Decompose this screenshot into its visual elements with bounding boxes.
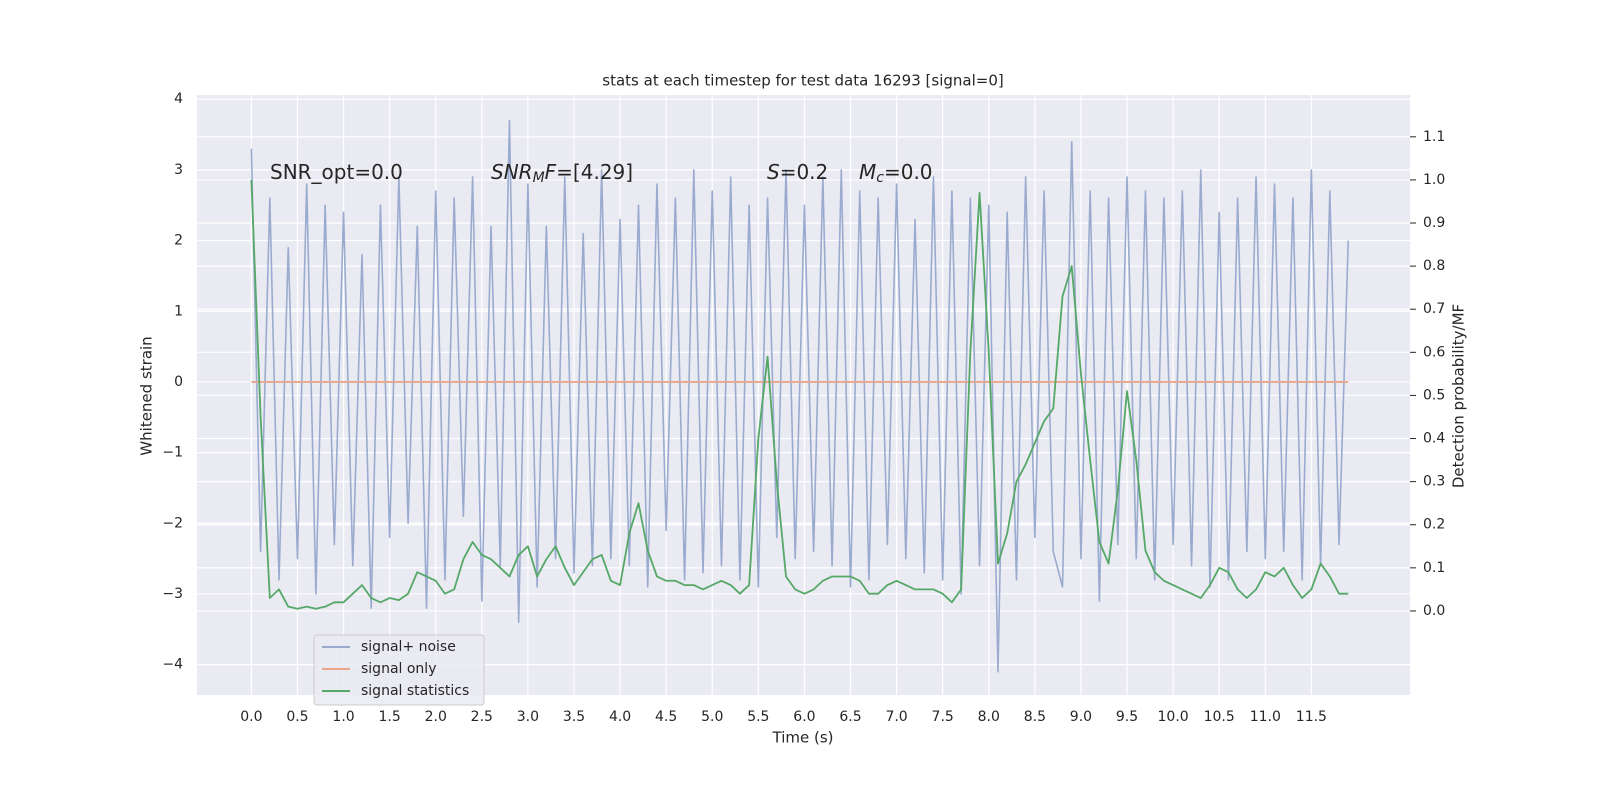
marks <box>250 119 1350 673</box>
annotation-part: =[4.29] <box>556 160 633 184</box>
y-tick-label: −3 <box>162 586 183 602</box>
x-tick-label: 9.5 <box>1116 709 1138 725</box>
x-tick-label: 1.5 <box>379 709 401 725</box>
y2-tick-label: 0.9 <box>1423 215 1445 231</box>
x-tick-label: 6.0 <box>793 709 815 725</box>
x-tick-label: 8.0 <box>978 709 1000 725</box>
x-tick-label: 4.0 <box>609 709 631 725</box>
y-tick-label: 4 <box>174 91 183 107</box>
x-tick-label: 3.0 <box>517 709 539 725</box>
annotation: Mc=0.0 <box>859 160 933 187</box>
annotation-part: =0.2 <box>780 160 829 184</box>
annotation-part: S <box>767 160 780 184</box>
annotation-part: c <box>876 170 884 186</box>
y-tick-label: 3 <box>174 162 183 178</box>
annotation-part: =0.0 <box>884 160 933 184</box>
annotation-part: M <box>859 160 876 184</box>
x-tick-label: 4.5 <box>655 709 677 725</box>
y2-tick-label: 0.4 <box>1423 431 1445 447</box>
x-tick-label: 0.5 <box>286 709 308 725</box>
x-tick-label: 10.5 <box>1204 709 1235 725</box>
chart-title: stats at each timestep for test data 162… <box>602 72 1003 90</box>
legend-label: signal statistics <box>361 683 469 699</box>
legend-label: signal only <box>361 661 436 677</box>
y2-tick-label: 0.3 <box>1423 474 1445 490</box>
y2-tick-label: 0.2 <box>1423 517 1445 533</box>
y-tick-label: −1 <box>162 445 183 461</box>
y-axis-label: Whitened strain <box>138 336 156 455</box>
y-tick-label: 0 <box>174 374 183 390</box>
x-tick-label: 11.0 <box>1250 709 1281 725</box>
legend-label: signal+ noise <box>361 639 456 655</box>
x-tick-label: 7.0 <box>885 709 907 725</box>
x-tick-label: 5.0 <box>701 709 723 725</box>
annotation: SNRMF=[4.29] <box>491 160 633 187</box>
x-tick-label: 0.0 <box>240 709 262 725</box>
y2-tick-label: 0.8 <box>1423 258 1445 274</box>
y-tick-label: −2 <box>162 515 183 531</box>
y-tick-label: 2 <box>174 233 183 249</box>
y2-tick-label: 0.0 <box>1423 603 1445 619</box>
x-tick-label: 6.5 <box>839 709 861 725</box>
x-tick-label: 3.5 <box>563 709 585 725</box>
y-tick-label: −4 <box>162 657 183 673</box>
y2-tick-label: 0.1 <box>1423 560 1445 576</box>
series-line <box>250 179 1349 610</box>
x-tick-label: 2.0 <box>425 709 447 725</box>
annotation-part: F <box>545 160 557 184</box>
annotation-part: M <box>533 170 545 186</box>
labels: 0.0 0.5 1.0 1.5 2.0 2.5 3.0 3.5 4.0 4.5 5.0 5.5 6.0 6… <box>162 91 1445 725</box>
x-tick-label: 10.0 <box>1158 709 1189 725</box>
annotation-part: SNR_opt=0.0 <box>270 160 403 184</box>
y2-tick-label: 0.5 <box>1423 387 1445 403</box>
y2-tick-label: 1.0 <box>1423 172 1445 188</box>
annotation: SNR_opt=0.0 <box>270 160 403 184</box>
x-tick-label: 8.5 <box>1024 709 1046 725</box>
x-tick-label: 7.5 <box>932 709 954 725</box>
x-tick-label: 9.0 <box>1070 709 1092 725</box>
annotation-part: SNR <box>491 160 533 184</box>
annotation: S=0.2 <box>767 160 828 184</box>
x-tick-label: 1.0 <box>332 709 354 725</box>
y2-axis-label: Detection probability/MF <box>1450 304 1468 488</box>
y2-tick-label: 0.7 <box>1423 301 1445 317</box>
x-tick-label: 2.5 <box>471 709 493 725</box>
x-tick-label: 5.5 <box>747 709 769 725</box>
y2-tick-label: 0.6 <box>1423 344 1445 360</box>
y2-tick-label: 1.1 <box>1423 129 1445 145</box>
legend-box <box>313 634 485 706</box>
x-tick-label: 11.5 <box>1296 709 1327 725</box>
x-axis-label: Time (s) <box>772 729 834 747</box>
y-tick-label: 1 <box>174 303 183 319</box>
